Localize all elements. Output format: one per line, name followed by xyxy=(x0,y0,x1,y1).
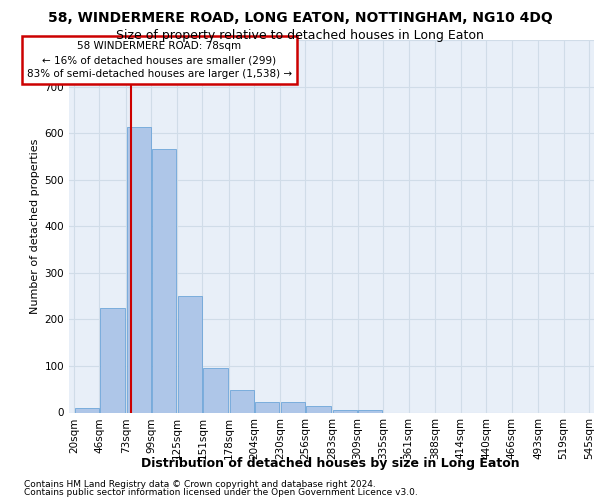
Bar xyxy=(306,406,331,412)
Text: Size of property relative to detached houses in Long Eaton: Size of property relative to detached ho… xyxy=(116,28,484,42)
Bar xyxy=(203,368,228,412)
Bar xyxy=(100,308,125,412)
Y-axis label: Number of detached properties: Number of detached properties xyxy=(31,138,40,314)
Bar xyxy=(255,402,279,412)
Text: 58 WINDERMERE ROAD: 78sqm
← 16% of detached houses are smaller (299)
83% of semi: 58 WINDERMERE ROAD: 78sqm ← 16% of detac… xyxy=(27,41,292,79)
Bar xyxy=(333,410,357,412)
Text: Contains public sector information licensed under the Open Government Licence v3: Contains public sector information licen… xyxy=(24,488,418,497)
Bar xyxy=(281,402,305,412)
Bar xyxy=(74,408,98,412)
Bar xyxy=(178,296,202,412)
Text: Distribution of detached houses by size in Long Eaton: Distribution of detached houses by size … xyxy=(140,458,520,470)
Text: Contains HM Land Registry data © Crown copyright and database right 2024.: Contains HM Land Registry data © Crown c… xyxy=(24,480,376,489)
Bar xyxy=(230,390,254,412)
Bar xyxy=(152,150,176,412)
Bar xyxy=(358,410,382,412)
Text: 58, WINDERMERE ROAD, LONG EATON, NOTTINGHAM, NG10 4DQ: 58, WINDERMERE ROAD, LONG EATON, NOTTING… xyxy=(47,12,553,26)
Bar xyxy=(127,127,151,412)
